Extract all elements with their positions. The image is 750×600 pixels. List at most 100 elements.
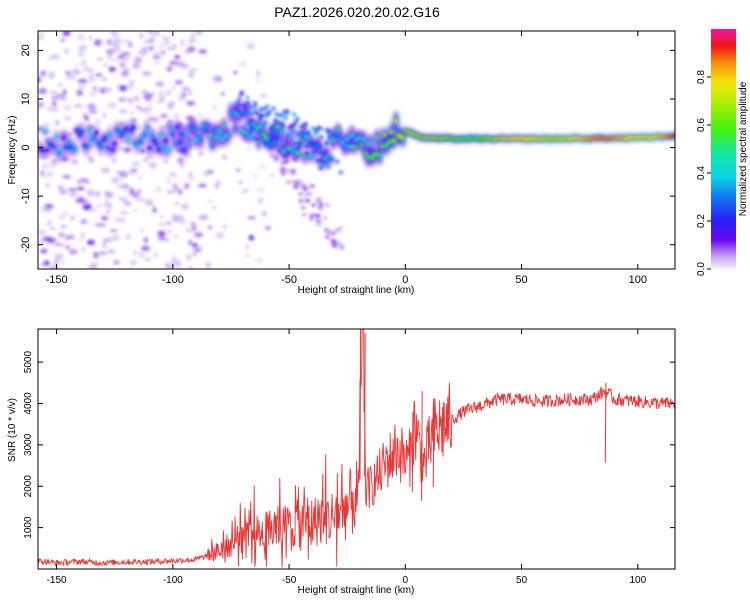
noise-blob — [130, 161, 141, 166]
noise-blob — [63, 115, 72, 122]
noise-blob — [70, 215, 76, 221]
noise-blob — [130, 167, 138, 172]
noise-blob — [220, 91, 225, 97]
snr-frame — [37, 328, 676, 570]
snr-spike — [604, 382, 607, 463]
noise-blob — [132, 250, 139, 255]
noise-blob — [122, 39, 131, 44]
streak-blob — [252, 104, 258, 109]
noise-blob — [137, 189, 142, 194]
noise-blob — [54, 243, 64, 247]
noise-blob — [75, 198, 85, 204]
tail-blob — [315, 199, 321, 203]
noise-blob — [82, 204, 93, 210]
noise-blob — [188, 265, 193, 269]
streak-blob — [237, 111, 242, 116]
tail-blob — [280, 171, 286, 176]
noise-blob — [198, 49, 207, 54]
ridge-core — [170, 132, 176, 138]
noise-blob — [77, 79, 88, 84]
noise-blob — [167, 106, 174, 109]
ridge-core — [391, 138, 397, 144]
ridge-core — [295, 151, 301, 157]
y-tick-label: -10 — [20, 188, 32, 204]
ridge-core — [286, 145, 292, 151]
noise-blob — [157, 236, 168, 241]
noise-blob — [152, 51, 161, 57]
ridge-core — [384, 143, 390, 149]
noise-blob — [118, 97, 127, 102]
streak-blob — [278, 122, 284, 126]
noise-blob — [92, 86, 98, 91]
streak-blob — [252, 101, 258, 106]
noise-blob — [60, 37, 66, 43]
noise-blob — [190, 221, 196, 227]
noise-blob — [244, 254, 251, 258]
noise-blob — [57, 215, 66, 219]
y-tick-label: 1000 — [23, 516, 34, 539]
noise-blob — [152, 55, 161, 59]
ridge-core — [181, 147, 188, 153]
ridge-core — [381, 132, 387, 138]
noise-blob — [57, 184, 65, 191]
streak-blob — [325, 165, 330, 169]
noise-blob — [184, 49, 191, 55]
streak-blob — [245, 95, 250, 100]
noise-blob — [151, 31, 161, 37]
noise-blob — [67, 187, 78, 192]
noise-blob — [159, 215, 164, 218]
noise-blob — [96, 191, 101, 198]
streak-blob — [274, 121, 279, 126]
y-tick-label: -20 — [20, 237, 32, 253]
ridge-core — [165, 147, 171, 153]
noise-blob — [131, 191, 140, 198]
colorbar-tick-label: 0.6 — [696, 118, 707, 132]
noise-blob — [49, 265, 59, 269]
ridge-core — [363, 151, 369, 157]
ridge-core — [167, 125, 174, 131]
snr-x-ticks: -150 -100 -50 0 50 100 — [47, 329, 647, 586]
noise-blob — [168, 172, 178, 177]
noise-blob — [73, 104, 84, 108]
noise-blob — [46, 171, 54, 178]
noise-blob — [53, 160, 57, 165]
ridge-core — [105, 145, 111, 151]
noise-blob — [180, 93, 188, 97]
noise-blob — [198, 152, 204, 156]
noise-blob — [158, 222, 167, 227]
ridge-core — [672, 133, 675, 137]
noise-blob — [184, 182, 190, 190]
streak-blob — [313, 132, 319, 136]
streak-blob — [279, 150, 285, 155]
noise-blob — [109, 229, 118, 232]
noise-blob — [160, 113, 168, 119]
noise-blob — [148, 117, 157, 121]
noise-blob — [70, 159, 78, 164]
noise-blob — [247, 216, 257, 220]
streak-blob — [296, 145, 301, 150]
ridge-core — [102, 135, 108, 141]
ridge-core — [63, 144, 69, 150]
noise-blob — [40, 31, 44, 35]
noise-blob — [146, 100, 153, 104]
noise-blob — [79, 61, 86, 66]
noise-blob — [83, 66, 90, 72]
noise-blob — [147, 38, 154, 45]
streak-blob — [292, 122, 297, 127]
noise-blob — [179, 39, 186, 47]
noise-blob — [38, 88, 47, 95]
noise-blob — [42, 123, 51, 126]
streak-blob — [307, 142, 313, 147]
noise-blob — [97, 251, 108, 256]
noise-blob — [102, 241, 107, 248]
snr-spike — [411, 411, 414, 493]
snr-spike — [432, 415, 435, 488]
tail-blob — [296, 179, 302, 184]
y-tick-label: 2000 — [23, 475, 34, 498]
streak-blob — [315, 158, 320, 163]
noise-blob — [77, 186, 85, 190]
spectrogram-ridge-core — [38, 90, 675, 175]
tail-blob — [330, 231, 336, 235]
noise-blob — [111, 177, 121, 184]
streak-blob — [265, 139, 270, 144]
